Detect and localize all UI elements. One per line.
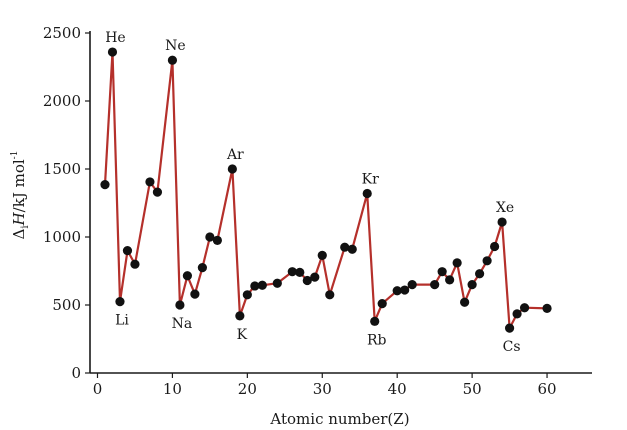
annotation-k: K [237,327,248,343]
x-tick-label: 0 [93,380,103,398]
annotation-ar: Ar [226,147,244,163]
annotation-rb: Rb [367,332,387,348]
data-point [257,280,267,290]
data-point [512,309,522,319]
data-point [317,250,327,260]
y-tick-label: 2000 [43,92,81,110]
data-point [107,47,118,57]
data-point [310,272,320,282]
annotation-cs: Cs [503,339,521,355]
data-point [250,281,260,291]
data-point [242,290,252,300]
y-tick-label: 2500 [43,24,81,42]
annotation-ne: Ne [165,38,186,54]
data-point [400,285,410,295]
y-ticks: 0 500 1000 1500 2000 2500 [43,24,90,382]
y-axis-title-h: H [10,211,28,226]
data-point [122,246,133,256]
data-point [227,164,237,174]
data-point [452,258,462,268]
series-line [103,50,548,330]
y-axis-title-delta: Δ [10,228,28,239]
annotation-li: Li [115,313,129,329]
data-point [302,275,312,286]
data-point [175,300,185,310]
element-annotations: He Ne Ar Kr Xe Li Na K Rb Cs [105,30,520,355]
y-axis-title-unit: /kJ mol [10,159,28,212]
data-point [340,242,350,252]
data-point [370,316,380,326]
data-point [475,269,485,279]
data-point [445,275,455,285]
annotation-he: He [105,30,126,46]
data-point [407,280,417,290]
data-point [205,232,215,242]
annotation-xe: Xe [496,200,514,216]
y-axis-title: ΔiH/kJ mol-1 [10,151,31,240]
data-point [497,217,507,227]
data-point [115,297,125,307]
x-tick-label: 10 [163,380,182,398]
y-axis-title-sub: i [20,225,31,228]
x-ticks: 0 10 20 30 40 50 60 [93,373,557,398]
data-points [100,47,552,333]
data-point [460,297,470,307]
data-point [325,290,335,300]
data-point [145,177,155,187]
data-point [347,244,357,254]
data-point [235,311,245,321]
data-point [489,241,500,252]
data-point [437,267,447,277]
x-axis-title: Atomic number(Z) [269,410,409,428]
x-tick-label: 30 [313,380,332,398]
data-point [482,256,492,266]
data-point [519,303,530,313]
x-tick-label: 20 [238,380,257,398]
data-point [377,299,387,309]
data-point [167,55,178,65]
annotation-kr: Kr [362,171,379,187]
data-point [190,289,200,299]
series-group [103,50,548,330]
data-point [182,271,193,281]
y-axis-title-sup: -1 [10,151,20,160]
annotation-na: Na [172,316,193,332]
y-tick-label: 1500 [43,160,81,178]
x-tick-label: 40 [388,380,407,398]
data-point [130,259,140,269]
data-point [467,280,477,290]
data-point [542,303,552,313]
data-point [362,188,372,199]
data-point [287,267,297,277]
y-tick-label: 500 [52,296,81,314]
data-point [295,267,305,277]
data-point [152,187,163,197]
y-tick-label: 0 [71,364,81,382]
x-tick-label: 60 [537,380,556,398]
data-point [392,286,402,296]
x-tick-label: 50 [463,380,482,398]
data-point [100,180,110,190]
data-point [212,235,222,245]
data-point [197,263,207,273]
data-point [272,278,282,288]
axes [89,31,592,374]
data-point [430,280,440,290]
y-tick-label: 1000 [43,228,81,246]
data-point [504,323,515,333]
